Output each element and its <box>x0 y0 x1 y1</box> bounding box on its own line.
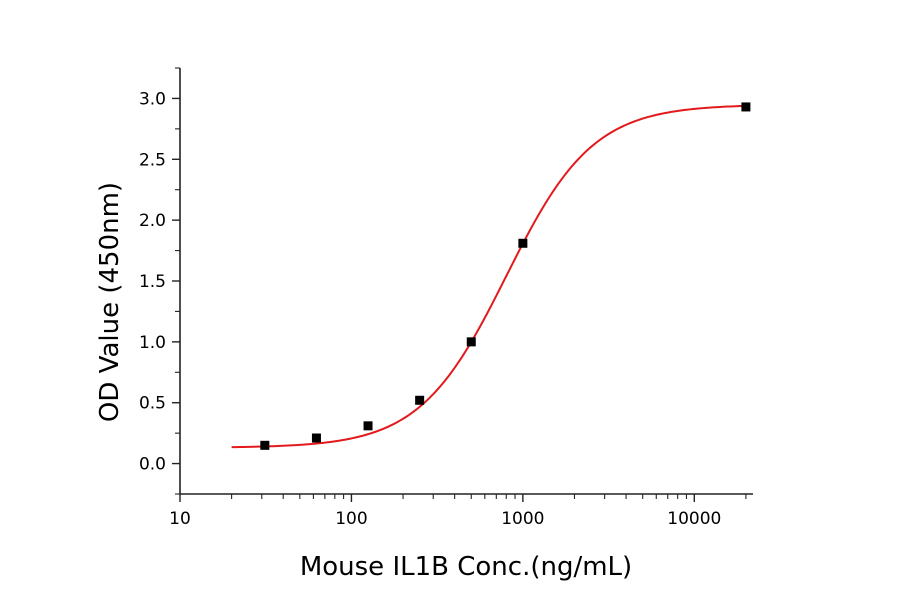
data-point <box>311 433 321 443</box>
x-axis-label: Mouse IL1B Conc.(ng/mL) <box>300 552 632 582</box>
data-point <box>363 421 373 431</box>
y-tick-label: 0.0 <box>139 455 166 475</box>
data-point <box>518 238 528 248</box>
y-tick-label: 2.0 <box>139 211 166 231</box>
y-axis-label: OD Value (450nm) <box>95 182 125 422</box>
axes: 10 100 1000 10000 0.0 0.5 1.0 1.5 2.0 2.5 3.0 <box>139 67 753 529</box>
x-tick-label: 1000 <box>501 509 544 529</box>
fit-curve-line <box>231 104 746 449</box>
x-tick-label: 100 <box>335 509 367 529</box>
y-tick-label: 1.0 <box>139 333 166 353</box>
y-tick-label: 1.5 <box>139 272 166 292</box>
data-point <box>741 102 751 112</box>
data-point <box>466 337 476 347</box>
x-tick-label: 10000 <box>667 509 721 529</box>
x-tick-label: 10 <box>169 509 191 529</box>
fit-curve-layer <box>231 104 746 449</box>
y-tick-label: 2.5 <box>139 150 166 170</box>
data-point <box>415 395 425 405</box>
data-point <box>260 440 270 450</box>
y-tick-label: 0.5 <box>139 394 166 414</box>
y-tick-label: 3.0 <box>139 89 166 109</box>
data-points-layer <box>260 102 751 450</box>
